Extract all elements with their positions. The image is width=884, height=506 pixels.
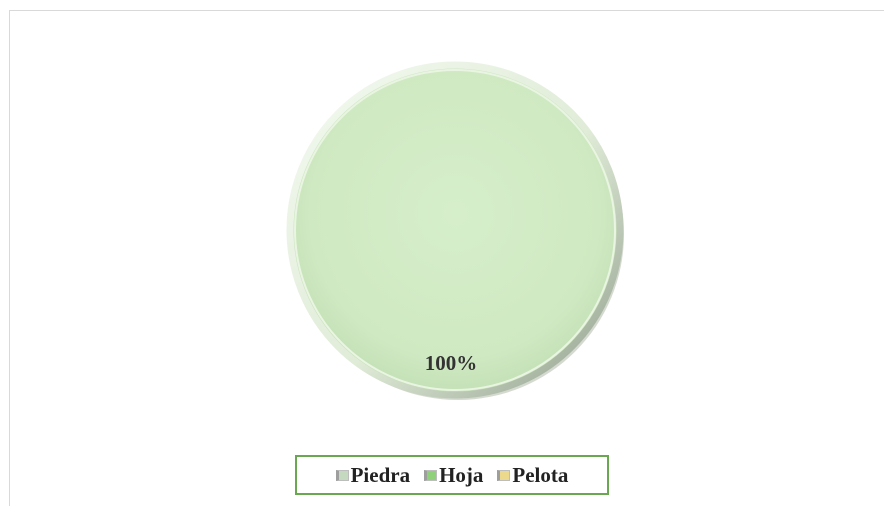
chart-legend: Piedra Hoja Pelota [295,455,609,495]
legend-label-pelota: Pelota [512,462,569,487]
legend-swatch-piedra [335,469,349,481]
legend-label-hoja: Hoja [439,462,484,487]
legend-item-piedra: Piedra [335,462,411,488]
legend-swatch-pelota [497,469,511,481]
pie-bevel-hoja [294,69,616,391]
data-label-hoja: 100% [425,351,478,375]
legend-item-hoja: Hoja [424,463,483,488]
pie-slice-hoja [286,61,624,399]
legend-label-piedra: Piedra [350,462,411,487]
legend-swatch-hoja [424,469,438,481]
legend-item-pelota: Pelota [497,463,568,488]
